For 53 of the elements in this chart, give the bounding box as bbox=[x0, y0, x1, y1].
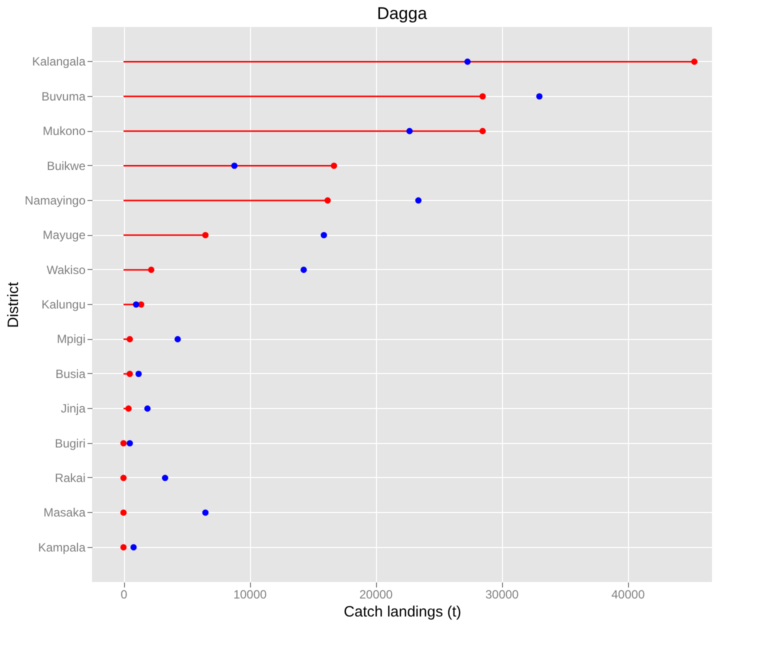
point bbox=[691, 58, 698, 65]
x-axis-title: Catch landings (t) bbox=[344, 604, 462, 620]
y-tick-label: Mpigi bbox=[56, 332, 86, 346]
y-tick-label: Bugiri bbox=[54, 436, 86, 450]
point bbox=[231, 162, 238, 169]
y-tick-label: Mayuge bbox=[42, 228, 86, 242]
y-tick-label: Kalangala bbox=[32, 54, 86, 69]
point bbox=[125, 405, 132, 412]
y-tick-label: Mukono bbox=[42, 124, 86, 138]
y-tick-label: Buvuma bbox=[41, 89, 86, 104]
point bbox=[126, 370, 133, 378]
point bbox=[330, 162, 338, 169]
point bbox=[479, 128, 486, 134]
chart-title: Dagga bbox=[376, 4, 428, 23]
point bbox=[174, 336, 181, 342]
point bbox=[415, 197, 422, 204]
x-tick-label: 30000 bbox=[485, 588, 520, 602]
point bbox=[120, 509, 127, 516]
point bbox=[132, 301, 140, 308]
y-tick-label: Rakai bbox=[54, 470, 86, 485]
point bbox=[300, 266, 307, 273]
y-tick-label: Wakiso bbox=[46, 262, 86, 277]
point bbox=[320, 232, 328, 238]
x-tick-label: 10000 bbox=[233, 588, 268, 602]
point bbox=[120, 474, 127, 482]
point bbox=[120, 440, 127, 446]
point bbox=[406, 128, 413, 134]
y-tick-label: Buikwe bbox=[46, 158, 86, 173]
point bbox=[536, 93, 543, 100]
point bbox=[202, 509, 209, 516]
y-tick-label: Jinja bbox=[60, 402, 86, 416]
point bbox=[126, 440, 133, 446]
point bbox=[162, 474, 168, 482]
point bbox=[138, 301, 144, 308]
point bbox=[324, 197, 331, 204]
x-tick-label: 0 bbox=[120, 588, 128, 602]
point bbox=[120, 544, 127, 550]
y-axis-title: District bbox=[4, 281, 22, 328]
x-tick-label: 20000 bbox=[359, 588, 394, 602]
y-tick-label: Kalungu bbox=[41, 298, 86, 312]
y-tick-label: Busia bbox=[55, 366, 86, 381]
point bbox=[479, 93, 486, 100]
point bbox=[464, 58, 471, 65]
point bbox=[202, 232, 209, 238]
point bbox=[144, 405, 151, 412]
x-tick-label: 40000 bbox=[611, 588, 646, 602]
y-tick-label: Masaka bbox=[43, 506, 86, 520]
point bbox=[148, 266, 154, 273]
y-tick-label: Namayingo bbox=[24, 193, 86, 208]
point bbox=[126, 336, 133, 342]
y-tick-label: Kampala bbox=[38, 540, 86, 554]
point bbox=[135, 370, 142, 378]
point bbox=[130, 544, 137, 550]
